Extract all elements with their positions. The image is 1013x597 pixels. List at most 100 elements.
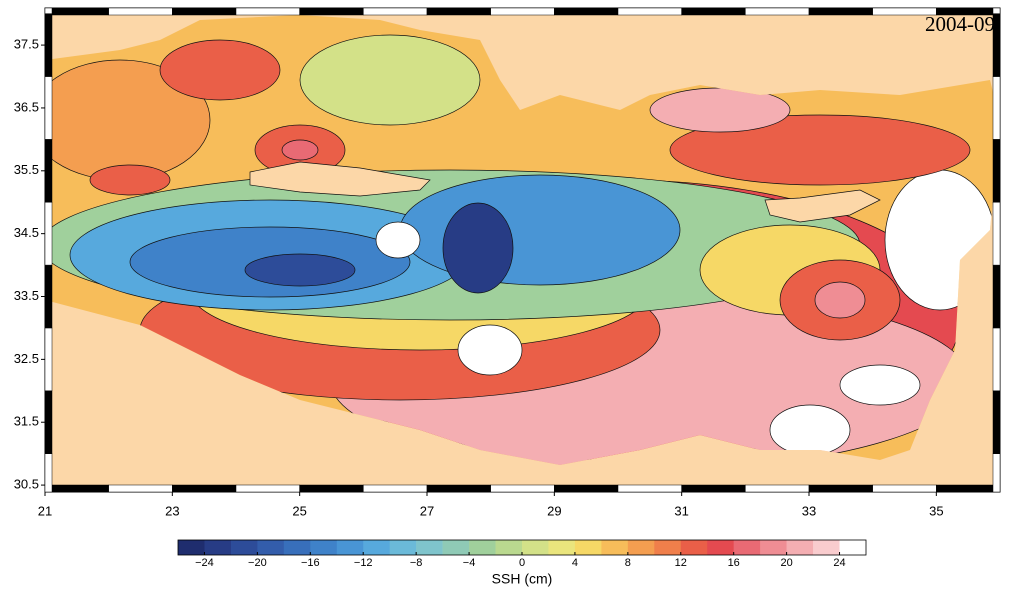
frame-border	[808, 7, 873, 16]
colorbar-swatch	[363, 540, 390, 555]
frame-border	[992, 7, 1001, 14]
colorbar-swatch	[601, 540, 629, 555]
x-tick-label: 31	[674, 503, 688, 518]
frame-border	[235, 484, 300, 493]
frame-border	[108, 7, 173, 16]
colorbar-swatch	[654, 540, 682, 555]
colorbar-tick-label: −16	[301, 557, 320, 569]
x-tick-label: 23	[165, 503, 179, 518]
frame-border	[617, 7, 682, 16]
colorbar-swatch	[416, 540, 443, 555]
frame-border	[992, 264, 1001, 329]
y-tick-label: 32.5	[14, 351, 39, 366]
colorbar-swatch	[257, 540, 285, 555]
x-tick-label: 25	[292, 503, 306, 518]
colorbar-tick-label: −12	[354, 557, 373, 569]
frame-border	[936, 7, 1001, 16]
colorbar-swatch	[442, 540, 470, 555]
crete	[249, 161, 431, 197]
colorbar-swatch	[469, 540, 496, 555]
colorbar-tick-label: −8	[410, 557, 423, 569]
x-tick-label: 27	[420, 503, 434, 518]
colorbar-swatch	[495, 540, 523, 555]
colorbar-tick-label: −4	[463, 557, 476, 569]
frame-border	[172, 484, 237, 493]
colorbar-tick-label: 16	[728, 557, 740, 569]
x-tick-label: 29	[547, 503, 561, 518]
colorbar-swatch	[389, 540, 417, 555]
colorbar-label: SSH (cm)	[492, 571, 553, 587]
frame-border	[554, 484, 619, 493]
colorbar-tick-label: 0	[519, 557, 525, 569]
frame-border	[235, 7, 300, 16]
colorbar-swatch	[230, 540, 258, 555]
frame-border	[44, 390, 53, 454]
colorbar-swatch	[786, 540, 814, 555]
colorbar-tick-label: 20	[780, 557, 792, 569]
colorbar-tick-label: −20	[248, 557, 267, 569]
frame-border	[44, 327, 53, 392]
colorbar-swatch	[627, 540, 655, 555]
colorbar-tick-label: 12	[675, 557, 687, 569]
colorbar-swatch	[283, 540, 311, 555]
colorbar-tick-label: 4	[572, 557, 578, 569]
colorbar-swatch	[680, 540, 708, 555]
colorbar-swatch	[548, 540, 576, 555]
frame-border	[172, 7, 237, 16]
frame-border	[363, 484, 428, 493]
frame-border	[992, 390, 1001, 454]
frame-border	[108, 484, 173, 493]
frame-border	[936, 484, 1001, 493]
frame-border	[872, 484, 937, 493]
colorbar-swatch	[178, 540, 205, 555]
frame-border	[490, 484, 555, 493]
colorbar-tick-label: 8	[625, 557, 631, 569]
y-tick-label: 37.5	[14, 37, 39, 52]
y-tick-label: 35.5	[14, 162, 39, 177]
frame-border	[745, 484, 810, 493]
frame-border	[872, 7, 937, 16]
frame-border	[44, 201, 53, 266]
frame-border	[992, 327, 1001, 392]
colorbar-tick-label: −24	[195, 557, 214, 569]
y-tick-label: 34.5	[14, 225, 39, 240]
colorbar-swatch	[522, 540, 549, 555]
frame-border	[299, 7, 364, 16]
y-tick-label: 31.5	[14, 414, 39, 429]
cyprus	[764, 189, 881, 223]
frame-border	[44, 264, 53, 329]
x-tick-label: 33	[802, 503, 816, 518]
frame-border	[44, 7, 109, 16]
y-tick-label: 30.5	[14, 477, 39, 492]
colorbar-tick-label: 24	[833, 557, 845, 569]
colorbar-swatch	[760, 540, 787, 555]
colorbar-swatch	[733, 540, 761, 555]
frame-border	[363, 7, 428, 16]
frame-border	[992, 76, 1001, 140]
y-tick-label: 33.5	[14, 288, 39, 303]
colorbar-swatch	[707, 540, 734, 555]
frame-border	[44, 7, 53, 14]
frame-border	[490, 7, 555, 16]
frame-border	[681, 7, 746, 16]
frame-border	[44, 484, 109, 493]
colorbar-swatch	[839, 540, 867, 555]
colorbar-swatch	[574, 540, 602, 555]
x-tick-label: 35	[929, 503, 943, 518]
frame-border	[44, 76, 53, 140]
frame-border	[992, 139, 1001, 203]
frame-border	[44, 13, 53, 77]
map-title: 2004-09	[925, 12, 995, 36]
frame-border	[299, 484, 364, 493]
frame-border	[44, 453, 53, 493]
colorbar-swatch	[310, 540, 338, 555]
frame-border	[808, 484, 873, 493]
colorbar-swatch	[204, 540, 232, 555]
y-tick-label: 36.5	[14, 99, 39, 114]
frame-border	[426, 484, 491, 493]
frame-border	[426, 7, 491, 16]
frame-border	[617, 484, 682, 493]
frame-border	[992, 453, 1001, 493]
frame-border	[992, 201, 1001, 266]
